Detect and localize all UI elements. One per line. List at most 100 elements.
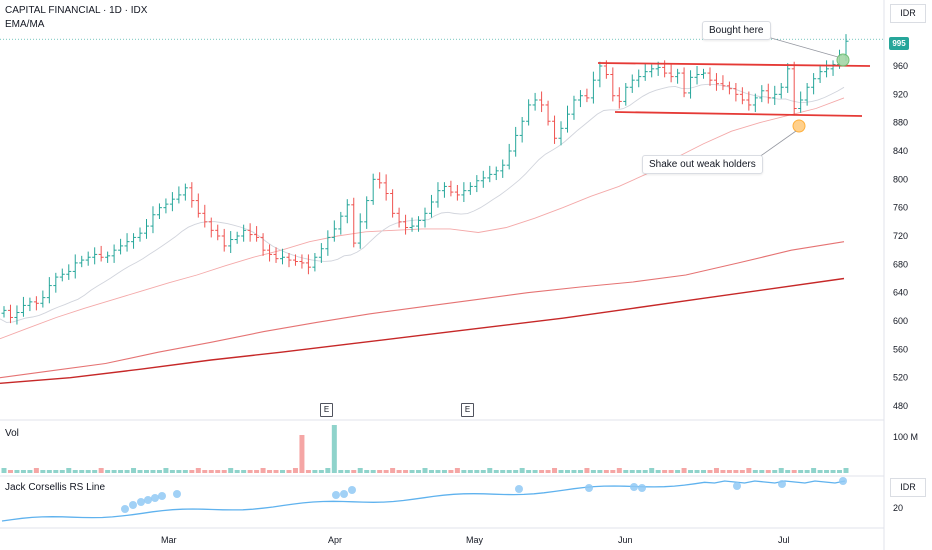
volume-bar	[817, 470, 823, 473]
rs-new-high-dot	[630, 483, 638, 491]
volume-bar	[513, 470, 519, 473]
volume-bar	[441, 470, 447, 473]
y-tick-label: 560	[893, 344, 908, 354]
x-tick-label: Mar	[161, 535, 177, 545]
volume-bar	[292, 468, 298, 473]
volume-bar	[72, 470, 78, 473]
y-tick-label: 760	[893, 203, 908, 213]
volume-bar	[254, 470, 260, 473]
rs-new-high-dot	[332, 491, 340, 499]
volume-bar	[564, 470, 570, 473]
volume-bar	[526, 470, 532, 473]
volume-bar	[837, 470, 843, 473]
volume-bar	[215, 470, 221, 473]
volume-bar	[286, 470, 292, 473]
symbol-title[interactable]: CAPITAL FINANCIAL · 1D · IDX	[5, 5, 148, 16]
volume-bar	[92, 470, 98, 473]
x-tick-label: Jun	[618, 535, 633, 545]
currency-button[interactable]: IDR	[890, 4, 926, 23]
volume-bar	[636, 470, 642, 473]
volume-bar	[267, 470, 273, 473]
volume-bar	[623, 470, 629, 473]
volume-bar	[668, 470, 674, 473]
volume-bar	[280, 470, 286, 473]
y-tick-label: 480	[893, 401, 908, 411]
volume-bar	[318, 470, 324, 473]
volume-bar	[403, 470, 409, 473]
shakeout-callout[interactable]: Shake out weak holders	[642, 155, 763, 174]
volume-bar	[85, 470, 91, 473]
volume-bar	[739, 470, 745, 473]
volume-bar	[467, 470, 473, 473]
volume-bar	[416, 470, 422, 473]
volume-bar	[299, 435, 305, 473]
ma-200-line	[0, 277, 845, 384]
volume-label: Vol	[5, 428, 19, 439]
callout-pointer	[763, 35, 839, 58]
volume-bar	[733, 470, 739, 473]
x-tick-label: May	[466, 535, 484, 545]
volume-bar	[798, 470, 804, 473]
volume-bar	[357, 468, 363, 473]
volume-bar	[111, 470, 117, 473]
bought-here-callout[interactable]: Bought here	[702, 21, 771, 40]
y-tick-label: 520	[893, 373, 908, 383]
volume-bar	[590, 470, 596, 473]
shakeout-marker	[792, 119, 806, 133]
volume-bar	[137, 470, 143, 473]
volume-bar	[778, 468, 784, 473]
volume-bar	[344, 470, 350, 473]
volume-bar	[390, 468, 396, 473]
volume-bar	[409, 470, 415, 473]
volume-bar	[66, 468, 72, 473]
volume-bar	[260, 468, 266, 473]
volume-bar	[500, 470, 506, 473]
volume-bar	[765, 470, 771, 473]
volume-bar	[487, 468, 493, 473]
earnings-badge[interactable]: E	[320, 403, 333, 417]
volume-bar	[811, 468, 817, 473]
buy-marker	[836, 53, 850, 67]
indicator-label[interactable]: EMA/MA	[5, 19, 45, 30]
y-tick-label: 800	[893, 174, 908, 184]
volume-bar	[53, 470, 59, 473]
volume-bar	[688, 470, 694, 473]
y-tick-label: 880	[893, 118, 908, 128]
rs-new-high-dot	[348, 486, 356, 494]
volume-bar	[383, 470, 389, 473]
rs-new-high-dot	[173, 490, 181, 498]
last-price-tag: 995	[889, 37, 909, 50]
volume-bar	[79, 470, 85, 473]
volume-bar	[675, 470, 681, 473]
volume-bar	[182, 470, 188, 473]
volume-bar	[156, 470, 162, 473]
rs-currency-button[interactable]: IDR	[890, 478, 926, 497]
support-trendline	[614, 111, 863, 117]
volume-bar	[305, 470, 311, 473]
y-tick-label: 600	[893, 316, 908, 326]
volume-bar	[597, 470, 603, 473]
volume-bar	[169, 470, 175, 473]
volume-bar	[603, 470, 609, 473]
volume-bar	[234, 470, 240, 473]
volume-bar	[118, 470, 124, 473]
rs-tick: 20	[893, 503, 904, 513]
rs-new-high-dot	[515, 485, 523, 493]
x-tick-label: Apr	[328, 535, 342, 545]
volume-bar	[27, 470, 33, 473]
volume-bar	[448, 470, 454, 473]
earnings-badge[interactable]: E	[461, 403, 474, 417]
volume-bar	[228, 468, 234, 473]
volume-bar	[571, 470, 577, 473]
volume-bar	[273, 470, 279, 473]
volume-bar	[221, 470, 227, 473]
volume-bar	[241, 470, 247, 473]
volume-bar	[195, 468, 201, 473]
y-tick-label: 720	[893, 231, 908, 241]
volume-bar	[824, 470, 830, 473]
y-tick-label: 640	[893, 288, 908, 298]
volume-bar	[707, 470, 713, 473]
resistance-trendline	[597, 62, 871, 67]
